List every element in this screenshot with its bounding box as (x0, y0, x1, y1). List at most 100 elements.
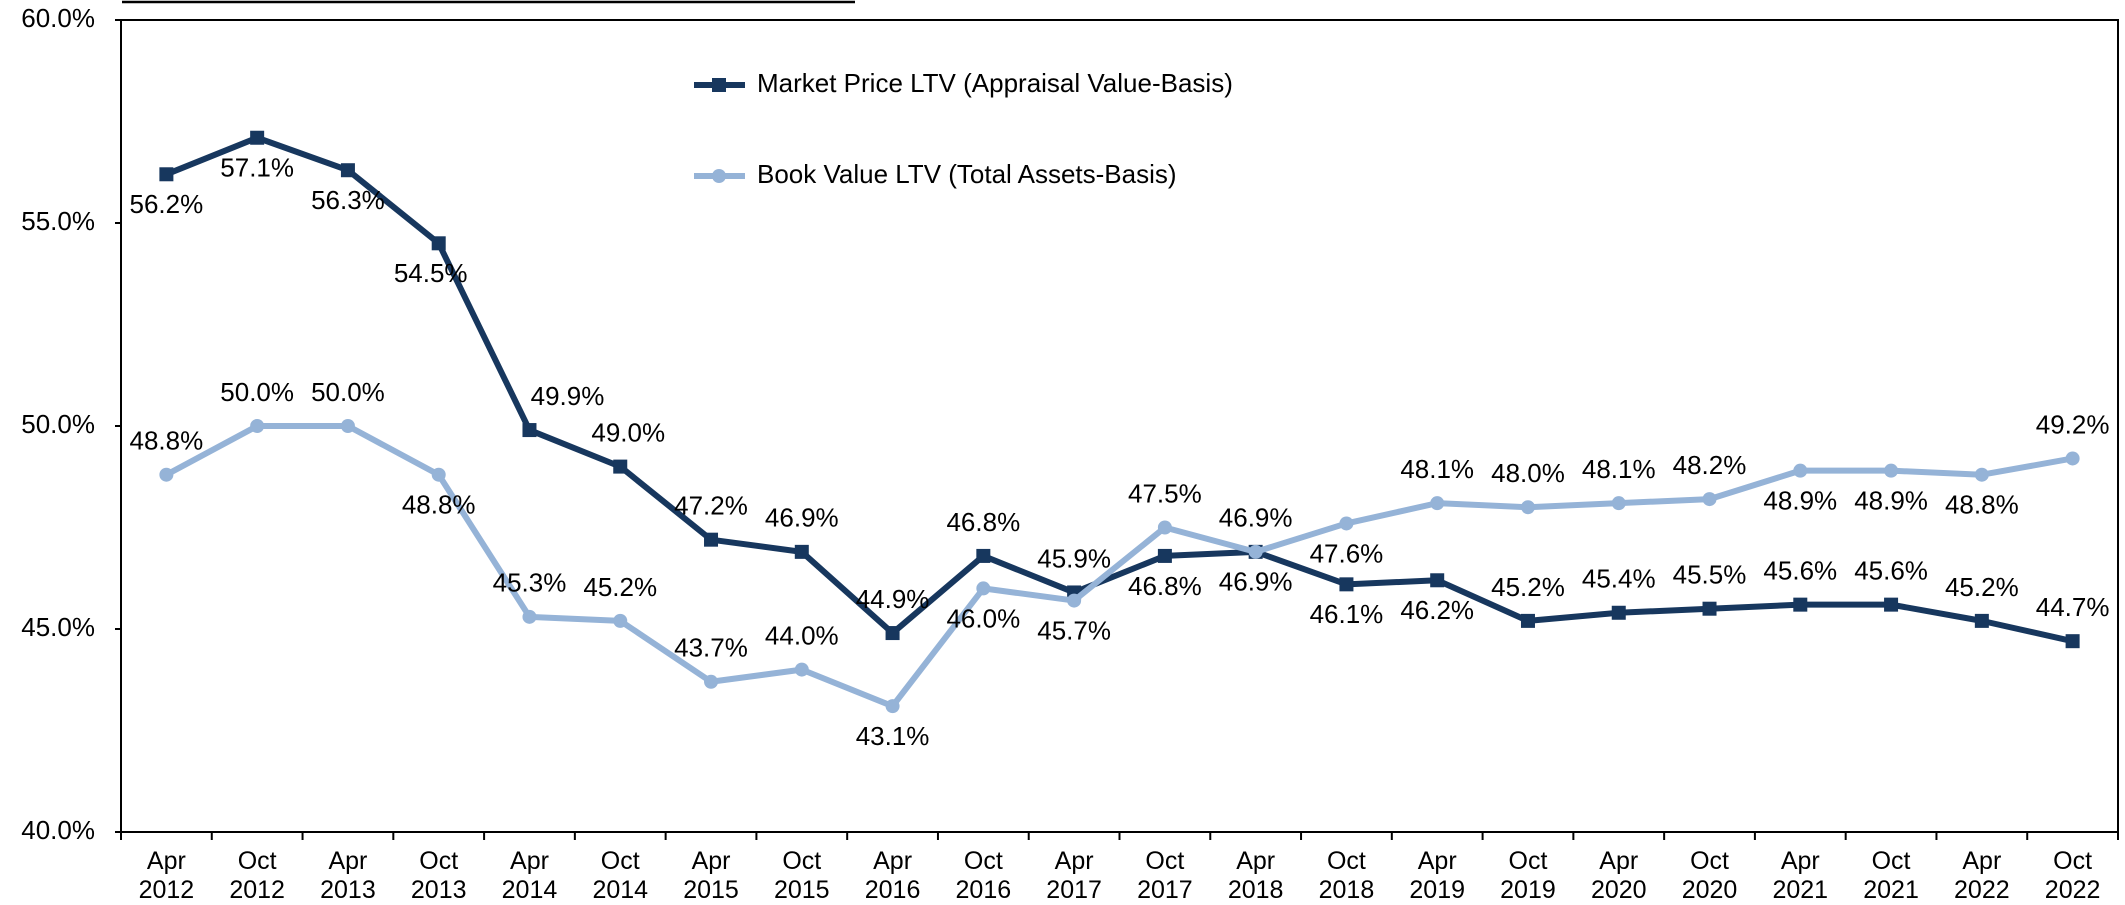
value-label: 48.1% (1582, 454, 1656, 484)
value-label: 48.9% (1763, 486, 1837, 516)
marker (1702, 492, 1717, 507)
marker (159, 167, 174, 182)
marker (704, 674, 719, 689)
value-label: 50.0% (220, 377, 294, 407)
value-label: 46.1% (1310, 599, 1384, 629)
value-label: 46.8% (1128, 571, 1202, 601)
value-label: 46.9% (765, 503, 839, 533)
legend-marker (712, 169, 726, 183)
value-label: 45.6% (1763, 556, 1837, 586)
marker (1884, 597, 1899, 612)
series-line (165, 134, 2074, 645)
x-tick-label: Apr 2019 (1409, 847, 1466, 904)
marker (976, 548, 991, 563)
value-label: 48.0% (1491, 458, 1565, 488)
marker (1793, 597, 1808, 612)
x-tick-label: Oct 2015 (773, 847, 830, 904)
value-label: 54.5% (394, 258, 468, 288)
value-label: 49.0% (591, 417, 665, 447)
marker (1430, 496, 1445, 511)
x-tick-label: Apr 2020 (1590, 847, 1647, 904)
x-tick-label: Oct 2019 (1500, 847, 1556, 904)
legend-marker (712, 78, 726, 92)
marker (1339, 577, 1354, 592)
y-tick-label: 40.0% (21, 815, 95, 845)
marker (1884, 463, 1899, 478)
marker (522, 609, 537, 624)
marker (613, 459, 628, 474)
y-tick-label: 55.0% (21, 206, 95, 236)
x-tick-label: Apr 2016 (864, 847, 921, 904)
marker (340, 419, 355, 433)
marker (250, 130, 265, 145)
value-label: 50.0% (311, 377, 385, 407)
marker (704, 532, 719, 547)
marker (1974, 467, 1989, 482)
marker (2065, 451, 2080, 466)
value-label: 48.2% (1673, 450, 1747, 480)
marker (1339, 516, 1354, 531)
value-label: 47.2% (674, 491, 748, 521)
x-tick-label: Oct 2014 (592, 847, 649, 904)
value-label: 45.6% (1854, 556, 1928, 586)
marker (976, 581, 991, 596)
value-label: 44.7% (2036, 592, 2110, 622)
legend-label: Book Value LTV (Total Assets-Basis) (757, 159, 1177, 189)
value-label: 45.4% (1582, 564, 1656, 594)
value-label: 45.7% (1037, 615, 1111, 645)
value-label: 57.1% (220, 153, 294, 183)
marker (1520, 613, 1535, 628)
value-label: 44.0% (765, 620, 839, 650)
value-label: 45.2% (1491, 572, 1565, 602)
x-tick-label: Apr 2013 (320, 847, 376, 904)
value-label: 56.3% (311, 185, 385, 215)
marker (2065, 634, 2080, 649)
value-label: 48.8% (130, 426, 204, 456)
series-line (164, 423, 2074, 710)
marker (159, 467, 174, 482)
value-label: 48.1% (1400, 454, 1474, 484)
value-label: 48.8% (1945, 490, 2019, 520)
marker (431, 467, 446, 482)
marker (1793, 463, 1808, 478)
x-tick-label: Apr 2017 (1046, 847, 1102, 904)
value-label: 43.7% (674, 633, 748, 663)
marker (340, 163, 355, 178)
marker (1430, 573, 1445, 588)
marker (613, 613, 628, 628)
x-tick-label: Oct 2012 (229, 847, 285, 904)
marker (885, 699, 900, 714)
marker (794, 544, 809, 559)
x-tick-label: Oct 2016 (955, 847, 1012, 904)
x-tick-label: Oct 2021 (1863, 847, 1919, 904)
value-label: 46.9% (1219, 567, 1293, 597)
x-tick-label: Apr 2012 (138, 847, 195, 904)
value-label: 45.2% (1945, 572, 2019, 602)
x-tick-label: Oct 2013 (410, 847, 467, 904)
marker (1611, 605, 1626, 620)
value-label: 46.8% (946, 507, 1020, 537)
marker (1067, 593, 1082, 608)
x-tick-label: Oct 2022 (2044, 847, 2101, 904)
value-label: 45.9% (1037, 543, 1111, 573)
y-tick-label: 45.0% (21, 612, 95, 642)
value-label: 45.2% (583, 572, 657, 602)
marker (1702, 601, 1717, 616)
value-label: 46.0% (946, 603, 1020, 633)
plot-frame (120, 19, 2119, 833)
y-tick-label: 50.0% (21, 409, 95, 439)
marker (522, 423, 537, 438)
marker (431, 236, 446, 251)
y-tick-label: 60.0% (21, 3, 95, 33)
value-label: 44.9% (856, 584, 930, 614)
value-label: 49.9% (531, 381, 605, 411)
x-tick-label: Apr 2022 (1954, 847, 2010, 904)
value-label: 49.2% (2036, 409, 2110, 439)
value-label: 47.5% (1128, 478, 1202, 508)
value-label: 47.6% (1310, 538, 1384, 568)
marker (1974, 613, 1989, 628)
value-label: 45.3% (493, 568, 567, 598)
legend-label: Market Price LTV (Appraisal Value-Basis) (757, 68, 1233, 98)
